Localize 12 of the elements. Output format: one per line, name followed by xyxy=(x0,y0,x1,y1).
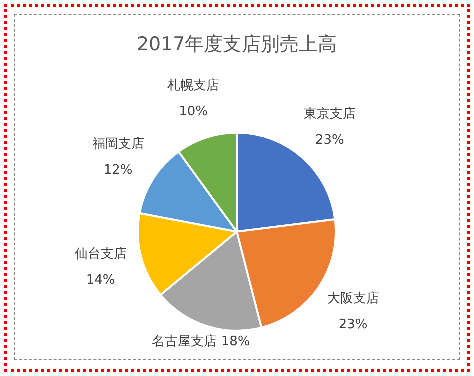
slice-label: 仙台支店 xyxy=(74,246,127,262)
data-label: 23% xyxy=(316,132,344,148)
slice-label: 福岡支店 xyxy=(92,136,144,152)
data-label: 14% xyxy=(86,273,116,288)
slice-label: 東京支店 xyxy=(304,106,356,122)
slice-label: 札幌支店 xyxy=(168,78,220,94)
data-label: 12% xyxy=(104,162,133,178)
slice-label: 名古屋支店 18% xyxy=(152,333,250,350)
data-label: 10% xyxy=(179,104,208,120)
chart-title: 2017年度支店別売上高 xyxy=(136,33,338,56)
data-label: 23% xyxy=(338,317,368,332)
slice-label: 大阪支店 xyxy=(327,290,380,306)
